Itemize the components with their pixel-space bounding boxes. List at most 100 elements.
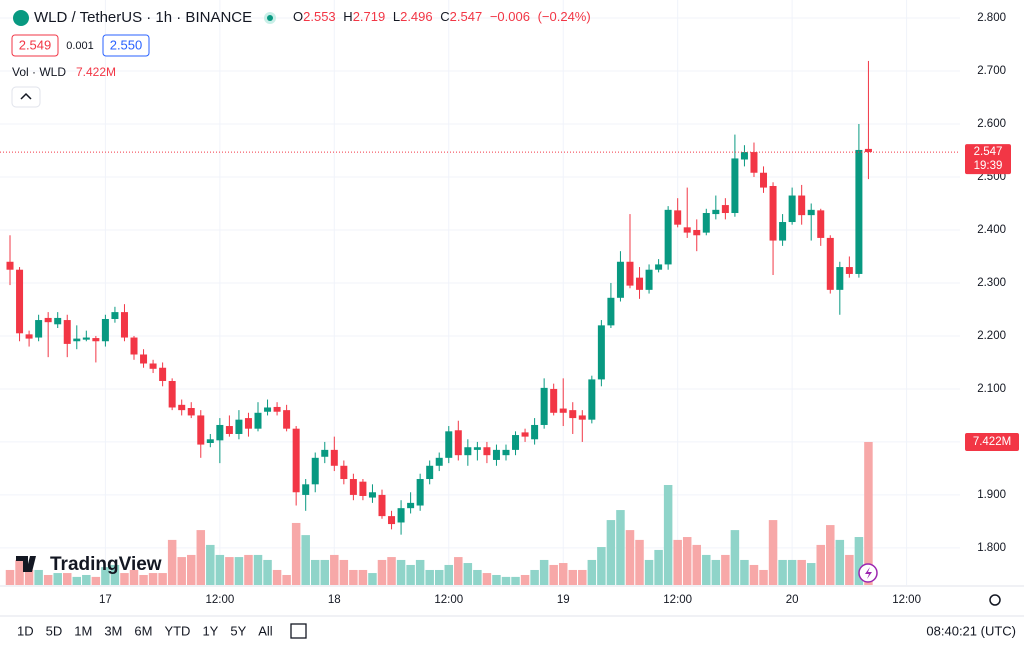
range-button[interactable]: YTD — [164, 623, 190, 638]
volume-bar — [749, 564, 759, 585]
volume-bar — [530, 569, 539, 585]
volume-bar — [339, 559, 349, 585]
volume-bar — [644, 559, 654, 585]
range-button[interactable]: 5Y — [230, 623, 246, 638]
volume-bar — [721, 554, 730, 585]
collapse-icon — [20, 92, 32, 100]
y-tick-label: 2.100 — [977, 383, 1006, 395]
logo-mark — [16, 556, 36, 572]
volume-bar — [511, 576, 520, 585]
candle-body — [73, 338, 81, 342]
volume-bar — [635, 539, 644, 585]
price-tag-value: 2.547 — [974, 146, 1003, 158]
volume-bar — [377, 559, 387, 585]
volume-bar — [616, 510, 625, 585]
volume-bar — [434, 569, 444, 585]
range-button[interactable]: 1M — [74, 623, 92, 638]
candle-body — [378, 494, 386, 517]
candle-body — [216, 424, 224, 441]
volume-bar — [454, 557, 463, 585]
volume-bar — [425, 569, 434, 585]
candle-body — [597, 325, 605, 380]
volume-bar — [129, 569, 139, 585]
o-letter: O — [293, 9, 303, 24]
lightning-icon — [865, 567, 872, 579]
bid-box[interactable] — [11, 34, 59, 57]
candle-body — [836, 267, 844, 290]
ask[interactable]: 2.550 — [110, 37, 143, 52]
volume-value: 7.422M — [76, 65, 116, 79]
c-value: 2.547 — [450, 9, 483, 24]
collapse-button[interactable] — [11, 86, 41, 108]
volume-bar — [702, 554, 711, 585]
volume-bar — [5, 569, 15, 585]
volume-bar — [845, 554, 854, 585]
settings-icon[interactable] — [989, 594, 1001, 606]
volume-bar — [368, 573, 377, 585]
volume-bar — [864, 441, 873, 585]
candle-body — [550, 388, 558, 413]
candle-body — [130, 337, 138, 355]
h-value: 2.719 — [353, 9, 386, 24]
volume-bar — [444, 564, 454, 585]
candle-body — [168, 380, 176, 408]
volume-bar — [139, 574, 148, 585]
volume-bar — [663, 484, 673, 585]
x-tick-label: 12:00 — [434, 594, 463, 606]
y-tick-label: 2.400 — [977, 224, 1006, 236]
volume-bar — [62, 573, 72, 585]
candle-body — [25, 334, 33, 339]
bid[interactable]: 2.549 — [19, 37, 52, 52]
candle-body — [779, 222, 787, 241]
range-button[interactable]: 1Y — [202, 623, 218, 638]
candle-body — [845, 267, 853, 274]
price-tag — [965, 144, 1011, 175]
candle-body — [721, 205, 729, 214]
range-button[interactable]: 5D — [46, 623, 63, 638]
candle-body — [683, 227, 691, 233]
range-button[interactable]: All — [258, 623, 273, 638]
volume-bar — [167, 539, 177, 585]
candle-body — [407, 502, 415, 509]
range-button[interactable]: 6M — [134, 623, 152, 638]
calendar-icon[interactable] — [290, 623, 307, 639]
volume-bar — [520, 574, 530, 585]
volume-bar — [310, 559, 320, 585]
candle-body — [149, 363, 157, 369]
volume-bar — [625, 530, 635, 585]
candle-body — [464, 447, 472, 456]
volume-bar — [358, 569, 368, 585]
volume-bar — [186, 554, 196, 585]
candle-body — [244, 418, 252, 429]
candle-body — [798, 195, 806, 216]
volume-bar — [597, 547, 606, 585]
volume-bar — [263, 559, 272, 585]
candle-body — [388, 516, 396, 525]
x-tick-label: 12:00 — [892, 594, 921, 606]
c-letter: C — [440, 9, 449, 24]
volume-bar — [43, 574, 53, 585]
candle-body — [6, 261, 14, 270]
candle-body — [855, 149, 863, 274]
spread: 0.001 — [66, 40, 94, 52]
candle-body — [349, 479, 357, 495]
candle-body — [311, 457, 319, 485]
candle-body — [731, 158, 739, 214]
candle-body — [445, 431, 453, 458]
volume-bar — [854, 537, 864, 585]
o-value: 2.553 — [303, 9, 336, 24]
volume-bar — [778, 559, 787, 585]
candle-body — [264, 407, 272, 412]
range-button[interactable]: 1D — [17, 623, 34, 638]
volume-bar — [148, 573, 158, 585]
ask-box[interactable] — [102, 34, 150, 57]
candle-body — [807, 209, 815, 216]
grid — [0, 0, 960, 585]
candle-body — [292, 428, 300, 493]
candle-body — [35, 320, 43, 338]
volume-bar — [15, 559, 24, 585]
h-letter: H — [343, 9, 352, 24]
volume-bar — [101, 567, 110, 585]
range-button[interactable]: 3M — [104, 623, 122, 638]
volume-tag-value: 7.422M — [973, 436, 1011, 448]
